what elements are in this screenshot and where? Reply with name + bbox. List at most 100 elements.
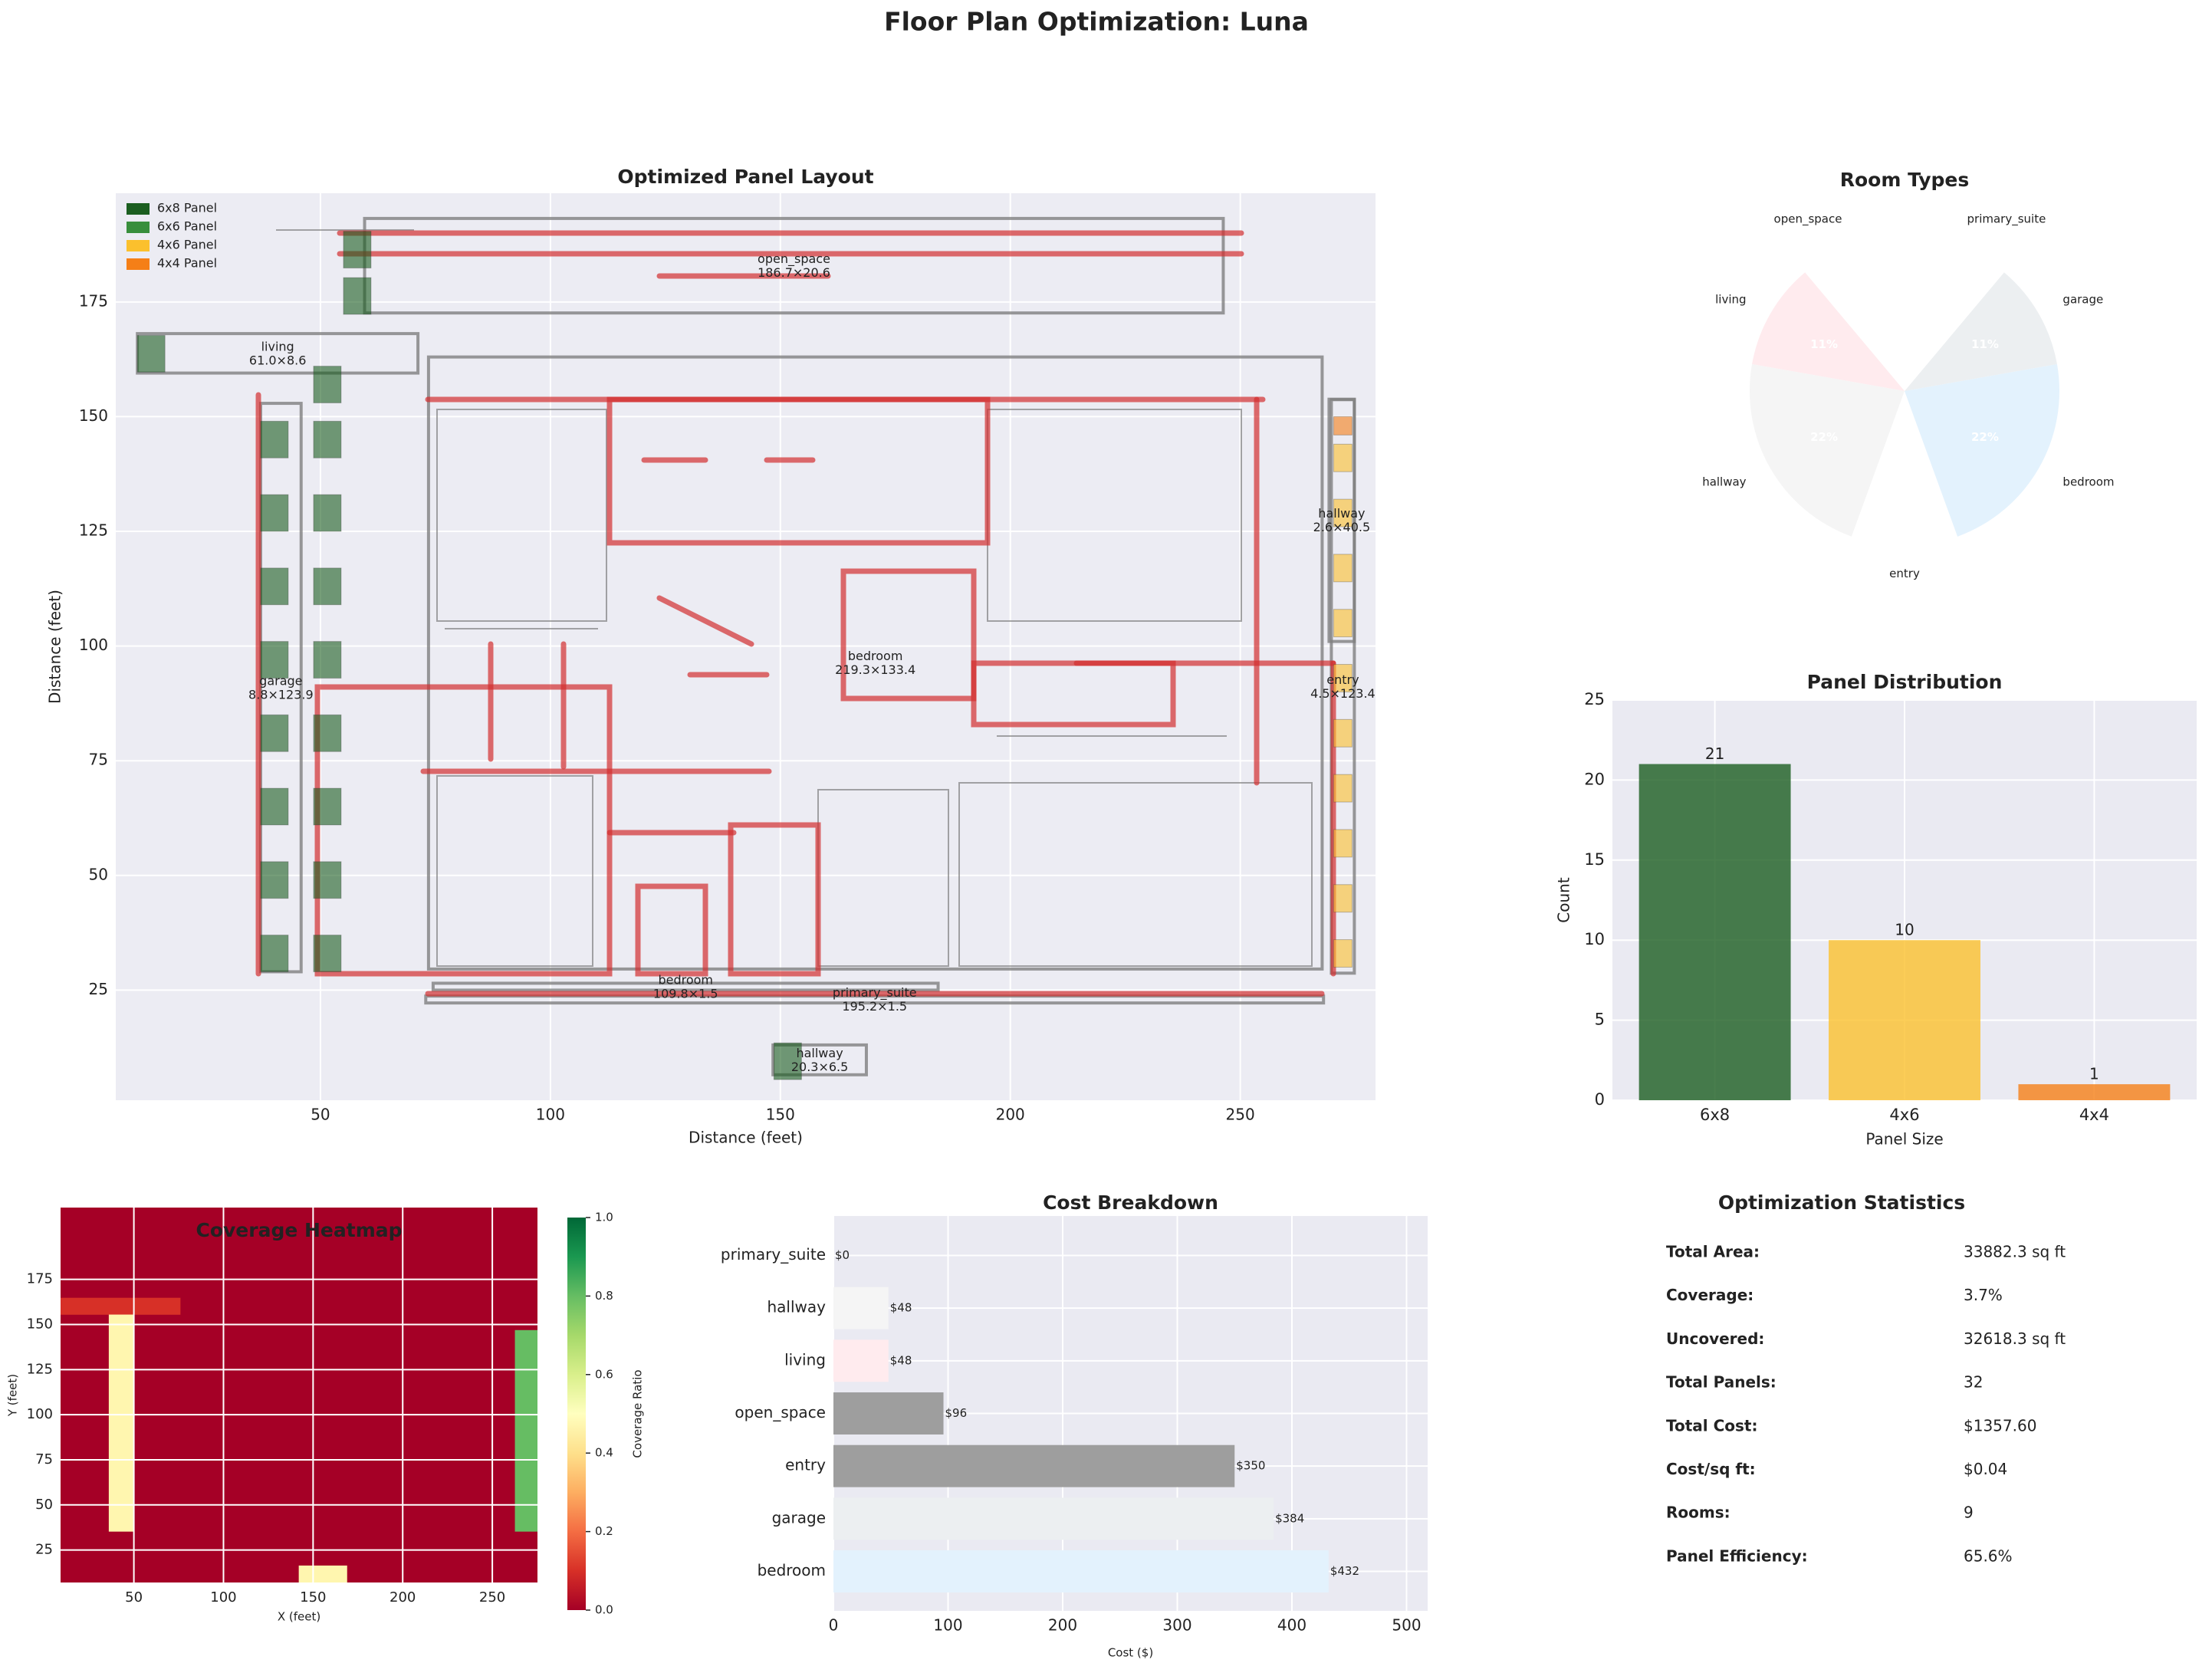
value-label: 10 [1895, 921, 1914, 939]
room-name: entry [1326, 672, 1359, 687]
y-axis-label: Distance (feet) [46, 590, 64, 704]
x-tick-label: 200 [996, 1106, 1025, 1124]
panel [1333, 554, 1353, 583]
legend-swatch [127, 240, 150, 251]
chart-title: Optimization Statistics [1718, 1191, 1965, 1214]
room-size: 195.2×1.5 [842, 999, 907, 1014]
room-size: 61.0×8.6 [249, 353, 306, 367]
legend-swatch [127, 203, 150, 215]
bar [833, 1444, 1235, 1487]
bar [1829, 940, 1980, 1100]
wall-trace [255, 230, 1336, 997]
y-tick-label: 75 [89, 751, 108, 769]
colorbar [567, 1218, 586, 1610]
heat-cell [514, 1329, 537, 1532]
pie-percent: 22% [1971, 430, 1999, 444]
y-tick-label: 15 [1584, 850, 1605, 869]
x-tick-label: 100 [536, 1106, 565, 1124]
x-tick-label: 250 [479, 1589, 505, 1605]
panel [313, 567, 342, 606]
panel [136, 334, 166, 373]
room-size: 20.3×6.5 [791, 1060, 848, 1074]
value-label: $48 [890, 1301, 912, 1315]
x-tick-label: 400 [1277, 1616, 1306, 1635]
value-label: $384 [1275, 1511, 1304, 1525]
x-tick-label: 200 [1048, 1616, 1077, 1635]
x-tick-label: 50 [311, 1106, 330, 1124]
colorbar-label: Coverage Ratio [631, 1369, 645, 1458]
x-tick-label: 6x8 [1700, 1106, 1730, 1124]
panel [343, 231, 372, 269]
panel [260, 494, 289, 532]
pie-label: hallway [1702, 475, 1746, 489]
bar [833, 1497, 1274, 1540]
panel [1333, 829, 1353, 858]
y-tick-label: open_space [735, 1403, 826, 1421]
room-name: hallway [796, 1046, 843, 1060]
stat-label: Cost/sq ft: [1666, 1460, 1756, 1478]
room-name: primary_suite [833, 985, 917, 1001]
pie-percent: 11% [1859, 297, 1887, 311]
value-label: $350 [1236, 1459, 1265, 1473]
room-name: bedroom [848, 649, 903, 663]
pie-label: entry [1889, 567, 1920, 580]
stat-value: $0.04 [1964, 1460, 2007, 1478]
legend-label: 4x6 Panel [157, 238, 217, 252]
value-label: 21 [1705, 744, 1724, 763]
pie-wedge [1905, 272, 2057, 391]
pie-percent: 11% [1922, 297, 1950, 311]
room-size: 4.5×123.4 [1310, 686, 1376, 701]
x-axis-label: Cost ($) [1108, 1646, 1153, 1660]
y-tick-label: primary_suite [721, 1245, 826, 1264]
y-tick-label: 125 [27, 1361, 53, 1377]
room-size: 186.7×20.6 [758, 265, 830, 280]
y-tick-label: living [784, 1350, 826, 1369]
heat-cell [61, 1208, 537, 1582]
pie-wedge [1752, 272, 1905, 391]
panel [313, 366, 342, 403]
pie-percent: 11% [1891, 477, 1918, 491]
pie-label: bedroom [2062, 475, 2114, 489]
y-tick-label: 5 [1595, 1011, 1605, 1029]
panel [1333, 416, 1353, 435]
panel [1333, 718, 1353, 748]
panel [260, 420, 289, 458]
pie-wedge [1851, 391, 1958, 546]
y-tick-label: entry [785, 1456, 826, 1474]
colorbar-tick-label: 0.8 [595, 1289, 613, 1303]
legend-label: 4x4 Panel [157, 256, 217, 271]
x-tick-label: 150 [766, 1106, 795, 1124]
chart-title: Room Types [1840, 169, 1969, 191]
stat-value: 65.6% [1964, 1546, 2013, 1565]
panel [260, 567, 289, 606]
y-tick-label: 175 [27, 1271, 53, 1287]
chart-title: Cost Breakdown [1043, 1191, 1218, 1214]
room-size: 219.3×133.4 [835, 662, 915, 677]
y-tick-label: 25 [1584, 690, 1605, 708]
y-tick-label: 25 [35, 1542, 53, 1558]
y-tick-label: 20 [1584, 770, 1605, 788]
y-tick-label: 150 [27, 1316, 53, 1332]
room-size: 2.6×40.5 [1313, 520, 1370, 534]
panel [1333, 939, 1353, 968]
colorbar-tick-label: 0.4 [595, 1446, 613, 1460]
chart-title: Panel Distribution [1807, 671, 2003, 693]
y-tick-label: 25 [89, 980, 108, 998]
panel [1333, 664, 1353, 692]
panel [1333, 884, 1353, 913]
figure-title: Floor Plan Optimization: Luna [884, 7, 1309, 37]
bar [833, 1287, 889, 1329]
panel [260, 935, 289, 972]
pie-wedge [1805, 236, 1905, 391]
y-tick-label: 50 [89, 865, 108, 883]
panel [773, 1042, 802, 1080]
y-axis-label: Count [1555, 877, 1573, 923]
stat-value: 32618.3 sq ft [1964, 1329, 2066, 1348]
y-tick-label: 75 [35, 1451, 53, 1467]
x-tick-label: 50 [125, 1589, 143, 1605]
bar [833, 1392, 944, 1435]
pie-percent: 11% [1810, 337, 1838, 351]
stat-label: Rooms: [1666, 1504, 1730, 1522]
heat-cell [108, 1314, 134, 1532]
